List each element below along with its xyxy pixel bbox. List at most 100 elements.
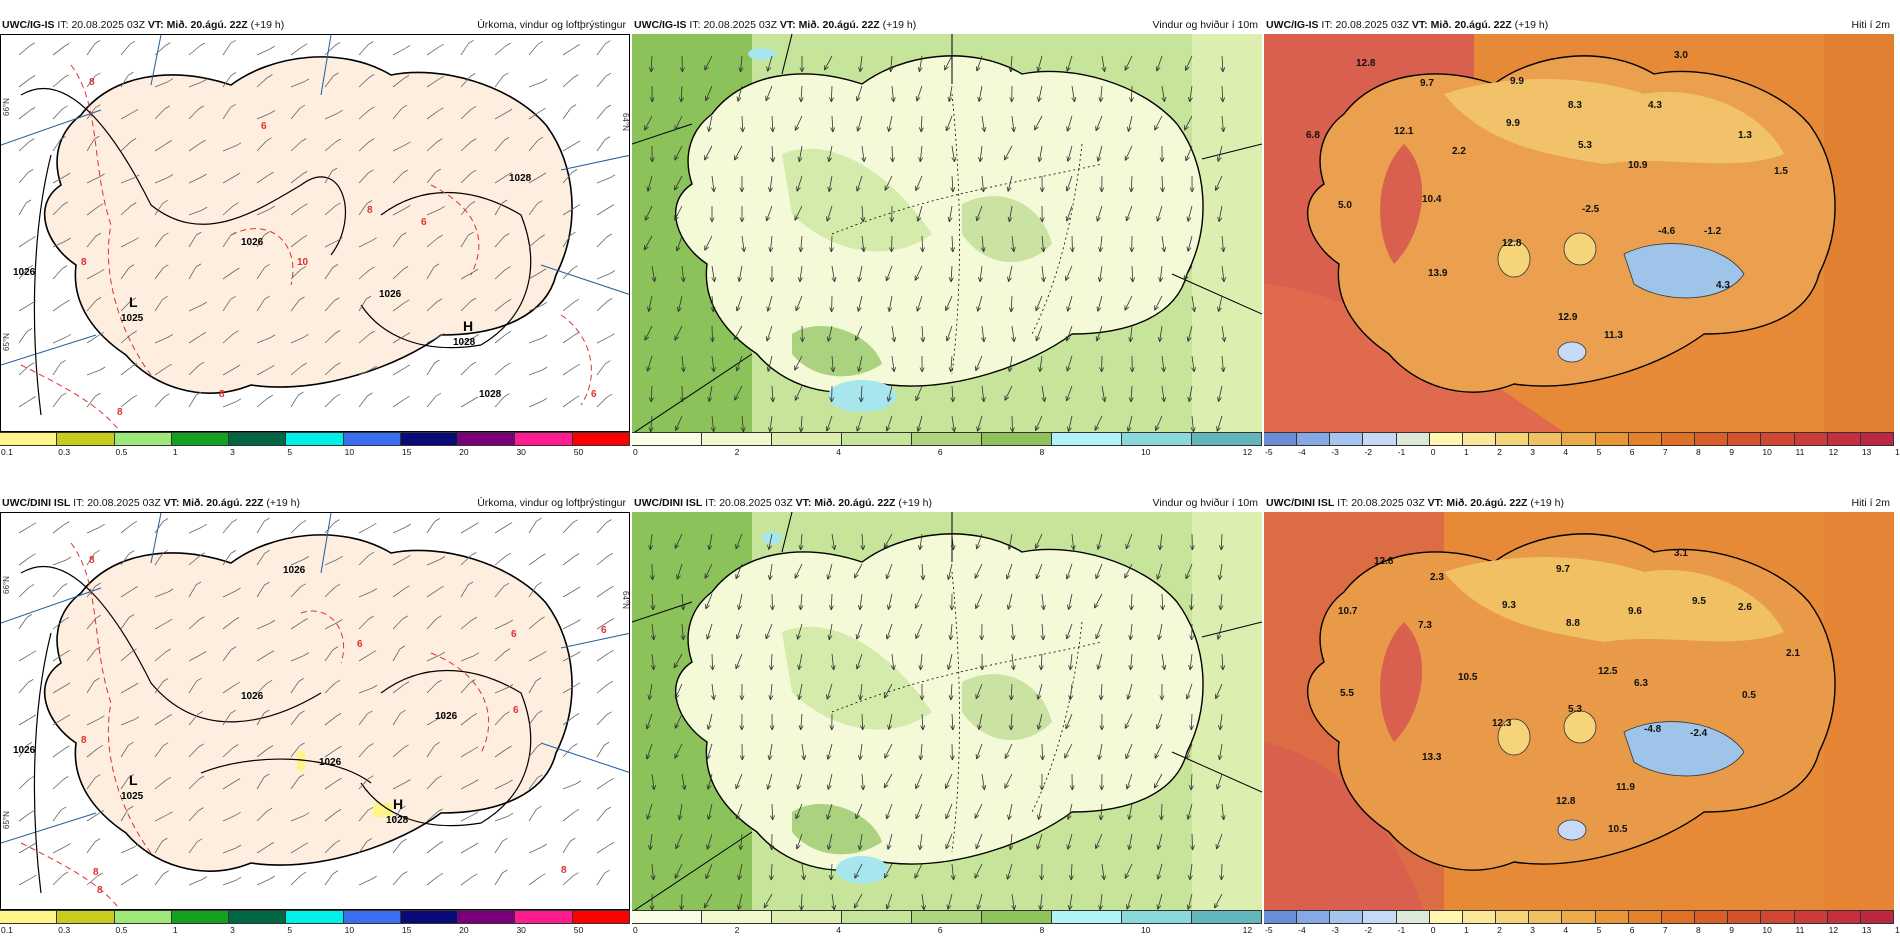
wind-arrow-head	[1067, 426, 1069, 432]
wind-arrow	[1096, 205, 1103, 222]
wind-arrow-head	[922, 337, 926, 343]
wind-barb-flag	[608, 842, 615, 846]
wind-arrow	[856, 623, 863, 640]
temperature-value: -2.4	[1690, 728, 1708, 739]
wind-arrow	[771, 593, 773, 611]
wind-arrow-head	[1035, 426, 1040, 431]
wind-barb-flag	[30, 842, 37, 847]
wind-barb-flag	[27, 169, 34, 173]
colorbar-tick-label: 20	[459, 447, 469, 457]
wind-barb-flag	[574, 204, 581, 208]
wind-barb	[494, 815, 509, 822]
colorbar-tick-label: 50	[573, 925, 584, 935]
wind-arrow-head	[1220, 367, 1224, 373]
colorbar-tick-label: 6	[1629, 447, 1635, 457]
wind-barb	[154, 591, 169, 598]
wind-arrow-head	[646, 755, 651, 760]
wind-barb-flag	[365, 295, 372, 300]
wind-arrow	[704, 563, 713, 579]
wind-arrow-head	[830, 605, 834, 611]
wind-arrow-head	[917, 844, 921, 850]
wind-arrow-head	[826, 844, 829, 850]
wind-arrow-head	[770, 695, 774, 701]
wind-arrow	[797, 773, 803, 790]
wind-barb-flag	[333, 72, 339, 77]
wind-barb	[596, 363, 606, 376]
wind-barb	[528, 401, 542, 408]
wind-arrow	[827, 563, 833, 580]
wind-arrow-head	[767, 785, 772, 790]
wind-arrow-head	[829, 725, 833, 731]
wind-arrow-head	[769, 427, 773, 432]
wind-barb	[290, 845, 304, 854]
wind-arrow-head	[767, 67, 772, 72]
colorbar-tick-label: 0	[1430, 925, 1436, 935]
wind-arrow-head	[830, 665, 835, 671]
colorbar-swatch	[1761, 911, 1795, 923]
wind-arrow	[1041, 235, 1045, 252]
wind-barb-flag	[337, 109, 343, 114]
wind-arrow-head	[1068, 605, 1072, 610]
colorbar-swatch	[982, 911, 1052, 923]
wind-arrow	[945, 803, 953, 819]
colorbar-tick-label: 10	[1762, 447, 1772, 457]
wind-barb	[358, 77, 370, 88]
wind-arrow	[648, 683, 653, 700]
wind-arrow	[1099, 235, 1103, 252]
wind-arrow-head	[683, 367, 686, 373]
wind-arrow	[1095, 833, 1103, 849]
wind-arrow	[1038, 803, 1043, 820]
wind-arrow	[1035, 563, 1043, 580]
wind-arrow	[1129, 325, 1133, 342]
wind-barb-flag	[471, 138, 477, 142]
colorbar-tick-label: 10	[344, 447, 355, 457]
wind-arrow-head	[976, 217, 981, 222]
wind-barb	[358, 44, 369, 56]
wind-arrow-head	[1008, 695, 1012, 701]
wind-arrow-head	[1187, 247, 1192, 252]
wind-barb	[256, 748, 269, 758]
wind-barb	[392, 172, 404, 184]
wind-arrow-head	[1156, 574, 1158, 580]
wind-barb	[154, 45, 166, 56]
wind-arrow	[950, 355, 953, 372]
wind-colorbar-ticks: 0 2 4 6 8 10 12	[632, 924, 1262, 936]
wind-arrow-head	[1010, 725, 1014, 731]
wind-arrow	[681, 355, 685, 372]
colorbar-swatch	[515, 433, 573, 445]
wind-arrow-head	[1187, 337, 1192, 342]
wind-arrow	[977, 295, 983, 312]
wind-barb-flag	[438, 75, 444, 80]
wind-barb-flag	[28, 583, 35, 588]
wind-arrow-head	[829, 397, 832, 403]
wind-arrow-head	[799, 905, 802, 910]
wind-barb-flag	[434, 741, 440, 746]
wind-arrow	[884, 743, 893, 759]
wind-arrow-head	[1164, 246, 1167, 252]
colorbar-swatch	[1052, 911, 1122, 923]
wind-arrow	[981, 235, 985, 252]
wind-barb-flag	[507, 812, 514, 817]
colorbar-swatch	[1330, 433, 1364, 445]
wind-panel-row2: UWC/DINI ISL IT: 20.08.2025 03Z VT: Mið.…	[632, 478, 1262, 948]
wind-arrow-head	[1096, 156, 1099, 162]
wind-arrow	[951, 235, 954, 253]
colorbar-swatch	[343, 911, 401, 923]
wind-arrow-head	[795, 844, 798, 850]
wind-arrow	[769, 175, 773, 192]
wind-arrow-head	[650, 67, 654, 73]
wind-barb	[562, 301, 575, 312]
wind-arrow	[651, 653, 655, 670]
wind-arrow	[768, 533, 773, 550]
wind-arrow	[704, 235, 713, 251]
wind-arrow-head	[650, 875, 654, 881]
wind-barb	[426, 588, 439, 598]
wind-arrow-head	[1224, 336, 1227, 342]
wind-barb-flag	[64, 745, 70, 750]
wind-arrow-head	[953, 875, 956, 881]
wind-arrow-head	[1156, 725, 1161, 730]
wind-arrow-head	[894, 336, 897, 342]
wind-arrow	[1096, 325, 1103, 342]
wind-barb-flag	[298, 774, 305, 778]
wind-barb-flag	[437, 808, 443, 813]
